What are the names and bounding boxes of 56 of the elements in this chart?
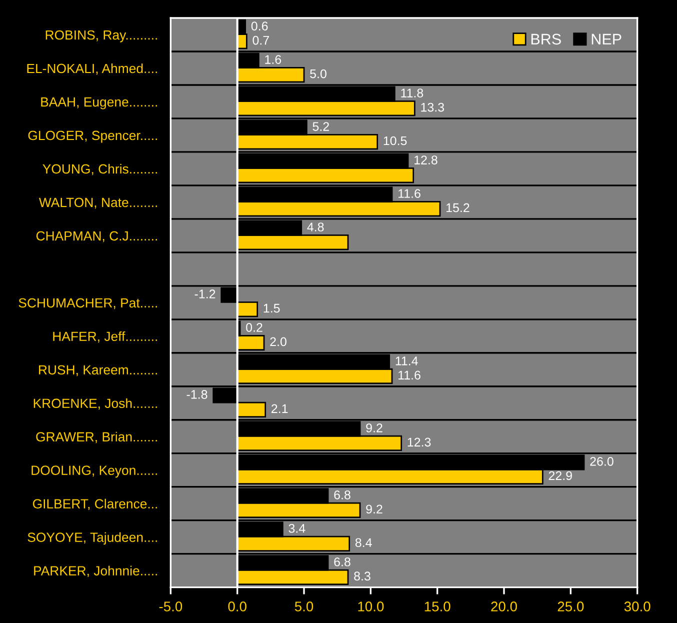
data-label: 26.0 [590, 456, 614, 466]
y-tick-label: RUSH, Kareem........ [39, 365, 157, 376]
data-label: 6.8 [334, 490, 350, 500]
y-tick-label: SOYOYE, Tajudeen.... [28, 532, 157, 545]
data-label: 0.7 [252, 36, 269, 45]
y-tick-label: BAAH, Eugene........ [41, 97, 157, 110]
data-label: 0.6 [251, 22, 268, 30]
x-tick-label: 5.0 [294, 602, 314, 612]
y-tick-label: YOUNG, Chris........ [42, 164, 157, 176]
data-label: -1.2 [194, 290, 216, 298]
x-tick-label: 10.0 [358, 602, 384, 612]
x-tick-label: 30.0 [624, 602, 650, 612]
data-label: 11.8 [401, 88, 424, 98]
legend-label: BRS [531, 34, 561, 45]
y-tick-label: GILBERT, Clarence... [32, 498, 157, 510]
y-tick-label: ROBINS, Ray......... [46, 30, 157, 42]
data-label: 0.2 [246, 323, 262, 332]
data-label: 1.6 [265, 55, 282, 64]
x-tick-label: -5.0 [159, 602, 182, 612]
data-label: 11.6 [398, 370, 420, 380]
data-label: -1.8 [186, 390, 208, 399]
data-label: 9.2 [366, 504, 382, 514]
data-label: 6.8 [334, 557, 350, 566]
legend-label: NEP [592, 34, 622, 44]
x-tick-label: 15.0 [424, 602, 450, 612]
y-tick-label: GLOGER, Spencer..... [28, 130, 157, 143]
data-label: 3.4 [288, 524, 306, 533]
y-tick-label: DOOLING, Keyon...... [32, 466, 157, 478]
data-label: 11.4 [396, 356, 418, 366]
data-label: 2.0 [270, 337, 286, 346]
data-label: 22.9 [548, 471, 572, 480]
x-tick-label: 20.0 [491, 602, 517, 612]
data-label: 8.3 [354, 572, 370, 581]
data-label: 1.5 [264, 304, 280, 313]
x-tick-label: 25.0 [558, 602, 584, 612]
y-tick-label: CHAPMAN, C.J........ [36, 231, 157, 242]
data-label: 9.2 [366, 423, 382, 432]
data-label: 12.3 [408, 438, 431, 447]
y-tick-label: PARKER, Johnnie..... [34, 566, 157, 578]
data-label: 8.4 [355, 538, 372, 548]
y-tick-label: WALTON, Nate........ [38, 198, 157, 209]
y-tick-label: GRAWER, Brian....... [36, 432, 157, 444]
data-label: 12.8 [414, 156, 438, 164]
data-label: 11.6 [398, 189, 420, 198]
y-tick-label: EL-NOKALI, Ahmed.... [27, 63, 157, 75]
y-tick-label: KROENKE, Josh....... [34, 398, 157, 410]
data-label: 10.5 [384, 136, 407, 146]
data-label: 2.1 [272, 404, 288, 413]
data-label: 5.0 [310, 69, 326, 78]
data-label: 5.2 [312, 122, 329, 131]
y-tick-label: HAFER, Jeff......... [53, 331, 157, 343]
data-label: 4.8 [307, 222, 324, 232]
data-label: 13.3 [421, 102, 444, 112]
x-tick-label: 0.0 [228, 602, 246, 612]
y-tick-label: SCHUMACHER, Pat..... [18, 298, 157, 310]
data-label: 15.2 [446, 203, 470, 212]
